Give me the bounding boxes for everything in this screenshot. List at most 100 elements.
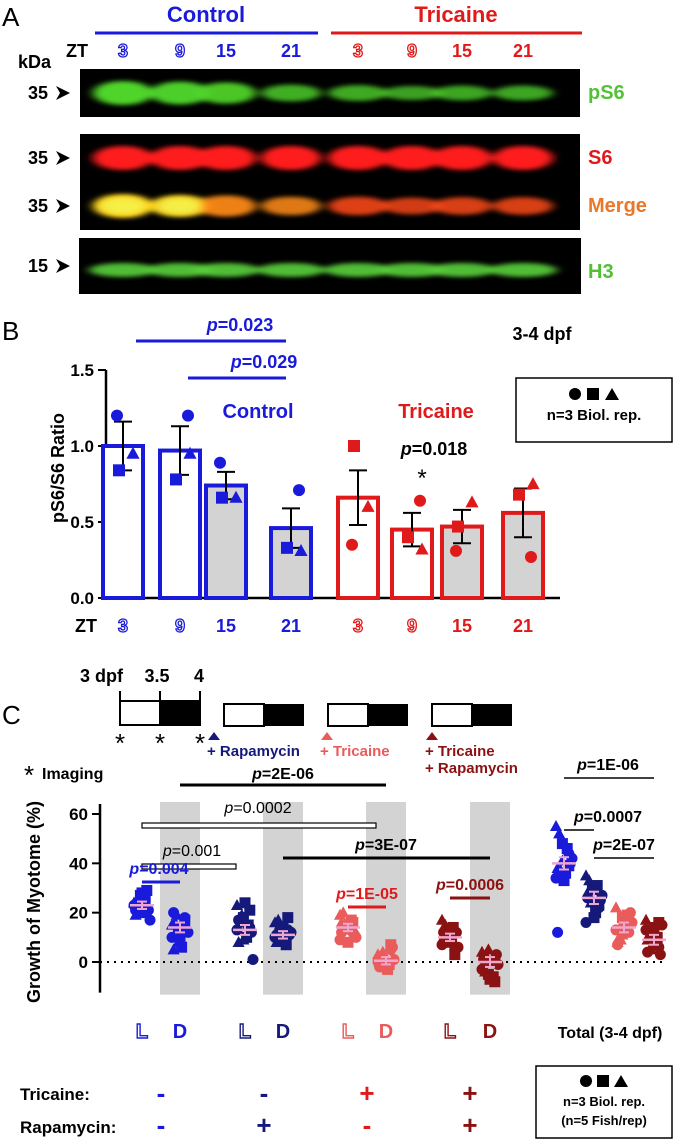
blot-band [93, 81, 153, 105]
tick-label-b: 21 [281, 616, 301, 636]
lane-label: 3 [118, 41, 128, 61]
point-b [216, 491, 228, 504]
blot-size-label: 35 [28, 148, 48, 168]
tricaine-row-label: Tricaine: [20, 1085, 90, 1104]
y-tick-label-c: 0 [79, 953, 88, 972]
tricaine-arrow-icon [321, 732, 333, 740]
arrow-icon [56, 151, 70, 165]
point-c [593, 899, 605, 911]
point-c [623, 914, 635, 926]
point-c [237, 933, 250, 945]
point-c [654, 949, 666, 961]
control-header: Control [167, 2, 245, 27]
point-c [336, 926, 348, 938]
legend-b-text: n=3 Biol. rep. [547, 407, 642, 424]
point-b [229, 490, 243, 503]
tricaine-sign: + [462, 1078, 477, 1108]
point-c [553, 827, 566, 839]
tricaine-sign: + [359, 1078, 374, 1108]
point-b [414, 494, 426, 507]
point-c [438, 926, 450, 938]
imaging-star-1: * [115, 728, 125, 758]
timeline-t0: 3 dpf [80, 666, 124, 686]
zt-label-b: ZT [75, 616, 97, 636]
x-label-c: D [173, 1021, 187, 1043]
point-c [144, 914, 156, 926]
lane-label: 3 [353, 41, 363, 61]
arrow-icon [56, 86, 70, 100]
blot-bands [93, 81, 553, 105]
treatment-tricaine: + Tricaine [320, 743, 390, 760]
point-b [361, 499, 375, 512]
sig-label-b3: p=0.018 [400, 439, 468, 459]
blot-band [328, 146, 388, 170]
legend-c-line2: (n=5 Fish/rep) [561, 1113, 647, 1128]
y-tick-label-b: 0.5 [70, 513, 94, 532]
point-c [492, 958, 504, 970]
blot-band [328, 196, 388, 216]
y-axis-title-c: Growth of Myotome (%) [24, 801, 44, 1003]
zt-label-a: ZT [66, 41, 88, 61]
total-label: Total (3-4 dpf) [558, 1025, 663, 1042]
sig-label-c-2e06: p=2E-06 [251, 766, 314, 783]
blot-name-label: H3 [588, 261, 614, 283]
point-c [130, 904, 142, 916]
point-b [452, 520, 464, 533]
blot-band [493, 197, 553, 215]
blot-band [196, 82, 256, 104]
blot-band [93, 146, 153, 170]
rapamycin-arrow-icon [208, 732, 220, 740]
blot-band [378, 263, 446, 277]
x-label-c: D [483, 1021, 497, 1043]
point-b [113, 464, 125, 477]
imaging-star-3: * [195, 728, 205, 758]
blot-band [261, 146, 321, 170]
tricaine-sign: - [157, 1078, 166, 1108]
y-axis-title-b: pS6/S6 Ratio [48, 413, 68, 523]
point-c [244, 904, 256, 916]
x-label-c: L [239, 1021, 251, 1043]
point-c [609, 901, 623, 913]
sig-star-b: * [417, 465, 426, 492]
blot-band [261, 84, 321, 102]
blot-band [196, 195, 256, 217]
blot-band [261, 196, 321, 216]
point-c [478, 954, 490, 966]
point-b [402, 531, 414, 544]
point-c [561, 843, 573, 855]
point-c [616, 928, 629, 940]
blot-band [324, 263, 392, 277]
point-c [612, 939, 624, 951]
western-blots: 35 pS6 35 S6 35 Merge 15 H3 [28, 69, 647, 294]
point-c [550, 872, 562, 884]
blot-band [257, 263, 325, 277]
sig-label-c-0006: p=0.0006 [435, 877, 504, 894]
blot-band [192, 263, 260, 277]
point-b [415, 542, 429, 555]
sig-bar-c-0002 [141, 822, 377, 829]
point-c [653, 917, 665, 929]
legend-circle-icon [569, 388, 581, 400]
sig-label-c-3e07: p=3E-07 [354, 837, 417, 854]
treatment-combo-2: + Rapamycin [425, 760, 518, 777]
blot-band [382, 197, 442, 215]
point-c [280, 939, 292, 951]
y-tick-label-b: 1.5 [70, 361, 94, 380]
x-label-c: D [276, 1021, 290, 1043]
point-c [590, 907, 602, 919]
tricaine-label-b: Tricaine [398, 401, 474, 423]
lane-label: 9 [175, 41, 185, 61]
sig-label-c-1e06: p=1E-06 [576, 757, 639, 774]
blot-band [196, 146, 256, 170]
x-label-c: L [444, 1021, 456, 1043]
point-c [138, 907, 150, 919]
point-c [374, 961, 386, 973]
tick-label-b: 9 [175, 616, 185, 636]
point-b [214, 456, 226, 469]
imaging-legend-star: * [24, 760, 34, 790]
sig-label-c-1e05: p=1E-05 [335, 886, 398, 903]
lane-labels: 3 9 15 21 3 9 15 21 [117, 40, 533, 61]
kda-label: kDa [18, 52, 52, 72]
sig-label-c-0002: p=0.0002 [223, 800, 291, 817]
legend-c: n=3 Biol. rep. (n=5 Fish/rep) [535, 1065, 673, 1139]
